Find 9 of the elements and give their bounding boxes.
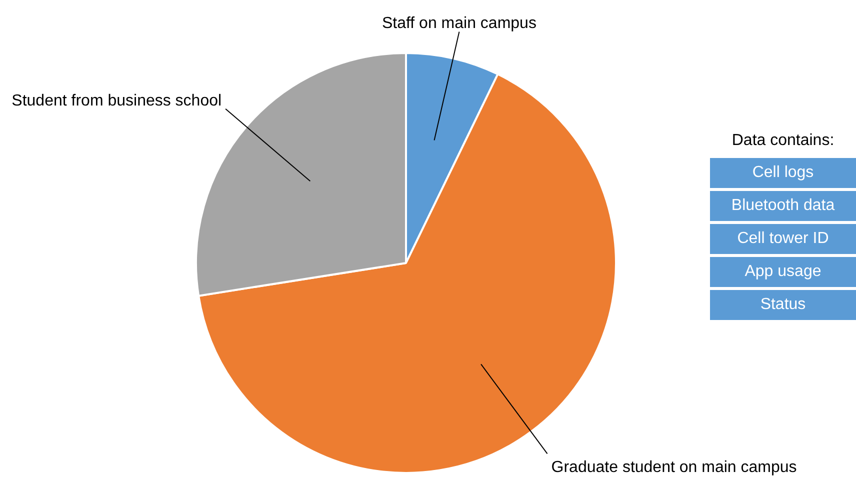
text: Cell tower ID [710,224,856,254]
text: Bluetooth data [710,191,856,221]
slice-label: Student from business school [12,92,222,110]
text: Status [710,290,856,320]
text: Data contains: [730,132,836,150]
text: App usage [710,257,856,287]
slice-label: Staff on main campus [382,15,536,32]
text: Cell logs [710,158,856,188]
slice-label: Graduate student on main campus [551,459,797,476]
